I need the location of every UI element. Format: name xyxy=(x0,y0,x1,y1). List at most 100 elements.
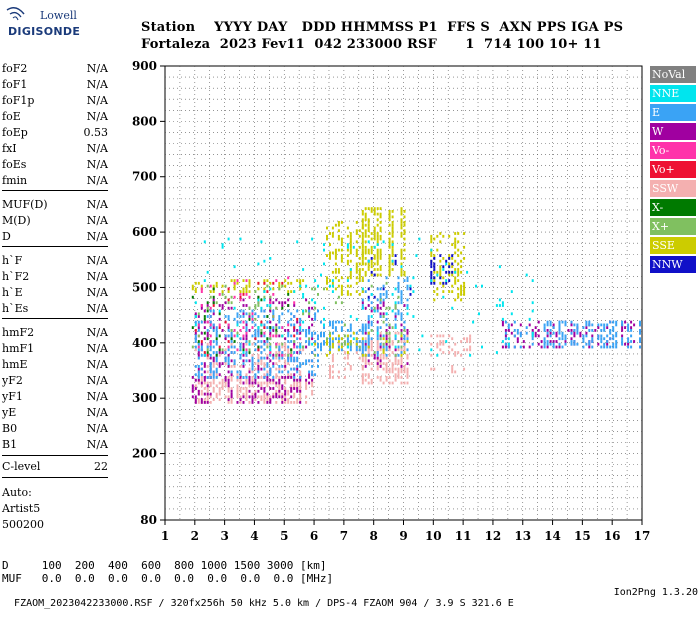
echo-point-sse xyxy=(355,229,358,233)
echo-point-w xyxy=(281,401,284,404)
echo-point-ssw xyxy=(349,367,352,371)
echo-point-sse xyxy=(361,353,364,357)
echo-point-ssw xyxy=(284,362,287,365)
echo-point-w xyxy=(585,326,588,329)
param-value: N/A xyxy=(86,390,108,403)
echo-point-e xyxy=(212,373,215,377)
echo-point-w xyxy=(364,306,367,310)
echo-point-w xyxy=(197,378,200,382)
echo-point-x- xyxy=(206,306,209,310)
echo-point-ssw xyxy=(206,365,209,368)
param-name: foF1p xyxy=(2,94,35,107)
echo-point-x- xyxy=(281,284,284,288)
echo-point-e xyxy=(564,323,567,327)
echo-point-w xyxy=(534,331,537,335)
echo-point-e xyxy=(376,309,379,313)
echo-point-sse xyxy=(367,229,370,233)
echo-point-sse xyxy=(373,232,376,235)
echo-point-x- xyxy=(281,342,284,346)
echo-point-e xyxy=(296,356,299,360)
echo-point-ssw xyxy=(296,381,299,385)
echo-point-vo- xyxy=(263,326,266,329)
echo-point-x- xyxy=(212,301,215,305)
echo-point-e xyxy=(224,351,227,354)
echo-point-e xyxy=(197,376,200,379)
echo-point-nne xyxy=(305,284,308,288)
param-row: D N/A xyxy=(2,230,108,246)
echo-point-e xyxy=(621,337,624,341)
echo-point-nne xyxy=(531,331,534,335)
echo-point-e xyxy=(215,340,218,343)
param-row: fxI N/A xyxy=(2,142,108,158)
echo-point-w xyxy=(537,342,540,346)
echo-point-nnw xyxy=(433,276,436,280)
echo-point-w xyxy=(379,345,382,349)
echo-point-ssw xyxy=(466,340,469,343)
echo-point-e xyxy=(305,340,308,343)
echo-point-ssw xyxy=(329,373,331,377)
echo-point-x- xyxy=(215,353,218,357)
echo-point-ssw xyxy=(284,378,287,382)
echo-point-vo- xyxy=(242,326,245,329)
echo-point-ssw xyxy=(469,345,472,349)
echo-point-nnw xyxy=(448,270,451,274)
file-info-row: FZAOM_2023042233000.RSF / 320fx256h 50 k… xyxy=(2,587,698,620)
echo-point-sse xyxy=(284,279,287,282)
echo-point-sse xyxy=(334,251,337,255)
echo-point-ssw xyxy=(329,367,331,371)
echo-point-nne xyxy=(299,284,302,288)
echo-point-ssw xyxy=(367,362,370,365)
echo-point-nnw xyxy=(394,259,397,263)
echo-point-x- xyxy=(269,295,272,299)
echo-point-e xyxy=(576,331,579,335)
echo-point-e xyxy=(308,329,311,332)
echo-point-nne xyxy=(376,331,379,335)
echo-point-x- xyxy=(212,287,215,291)
echo-point-sse xyxy=(329,351,331,354)
echo-point-sse xyxy=(326,340,328,343)
echo-point-e xyxy=(263,309,266,313)
echo-point-sse xyxy=(361,237,364,241)
echo-point-w xyxy=(218,365,221,368)
echo-point-sse xyxy=(331,281,334,285)
echo-point-e xyxy=(320,342,322,346)
echo-point-w xyxy=(257,376,260,379)
echo-point-w xyxy=(230,395,233,399)
echo-point-sse xyxy=(439,265,442,269)
echo-point-e xyxy=(269,370,272,374)
param-row: fmin N/A xyxy=(2,174,108,190)
echo-point-e xyxy=(296,359,299,363)
echo-point-sse xyxy=(340,221,343,224)
echo-point-w xyxy=(296,320,299,324)
echo-point-sse xyxy=(373,262,376,266)
echo-point-sse xyxy=(391,234,394,238)
echo-point-w xyxy=(290,395,293,399)
echo-point-ssw xyxy=(287,401,290,404)
echo-point-sse xyxy=(364,234,367,238)
echo-point-sse xyxy=(463,232,466,235)
echo-point-e xyxy=(379,293,382,296)
echo-point-x- xyxy=(197,312,200,316)
echo-point-ssw xyxy=(257,395,260,399)
echo-point-e xyxy=(612,320,615,324)
echo-point-sse xyxy=(391,262,394,266)
echo-point-e xyxy=(200,348,203,352)
echo-point-ssw xyxy=(284,381,287,385)
echo-point-e xyxy=(337,320,340,324)
echo-point-sse xyxy=(400,248,403,252)
echo-point-sse xyxy=(358,268,361,271)
echo-point-sse xyxy=(340,284,343,288)
echo-point-sse xyxy=(334,287,337,291)
echo-point-ssw xyxy=(439,340,442,343)
echo-point-sse xyxy=(346,248,349,252)
echo-point-sse xyxy=(364,240,367,244)
echo-point-sse xyxy=(370,237,373,241)
echo-point-w xyxy=(242,353,245,357)
echo-point-sse xyxy=(242,290,245,293)
param-name: hmE xyxy=(2,358,28,371)
echo-point-w xyxy=(224,301,227,305)
echo-point-ssw xyxy=(296,384,299,388)
echo-point-e xyxy=(331,340,334,343)
echo-point-sse xyxy=(355,281,358,285)
echo-point-ssw xyxy=(260,395,263,399)
